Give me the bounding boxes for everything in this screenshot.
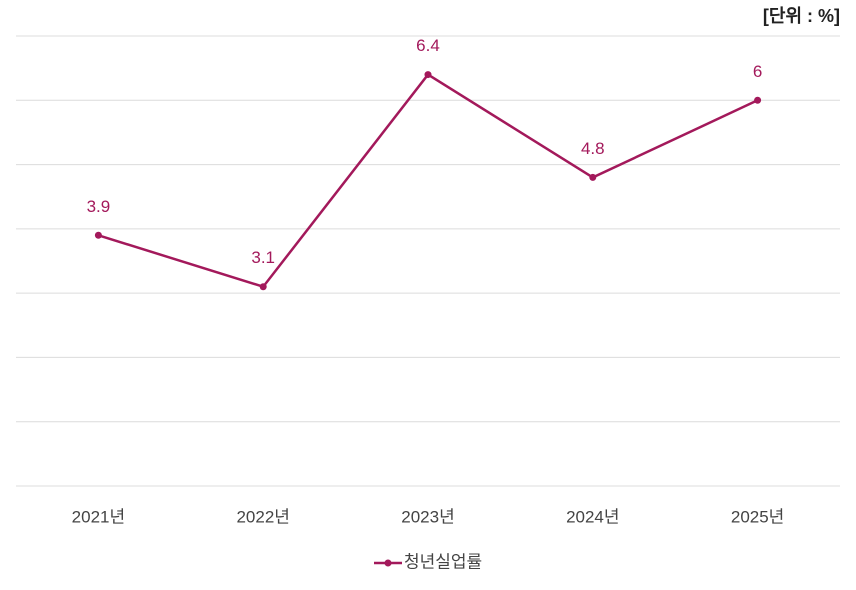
- data-label: 4.8: [581, 139, 605, 158]
- unit-label: [단위 : %]: [763, 6, 840, 26]
- legend-label: 청년실업률: [404, 552, 482, 571]
- x-tick-label: 2025년: [731, 507, 784, 526]
- data-label: 3.1: [251, 248, 275, 267]
- point: [754, 96, 762, 104]
- x-tick-label: 2022년: [236, 507, 289, 526]
- point: [424, 71, 432, 79]
- point: [589, 173, 597, 181]
- data-label: 3.9: [87, 197, 111, 216]
- data-label: 6.4: [416, 36, 440, 55]
- series-line: [98, 72, 759, 289]
- point: [94, 231, 102, 239]
- x-tick-label: 2021년: [72, 507, 125, 526]
- legend-marker: [384, 559, 392, 567]
- x-tick-label: 2023년: [401, 507, 454, 526]
- point: [259, 283, 267, 291]
- x-tick-label: 2024년: [566, 507, 619, 526]
- data-label: 6: [753, 62, 762, 81]
